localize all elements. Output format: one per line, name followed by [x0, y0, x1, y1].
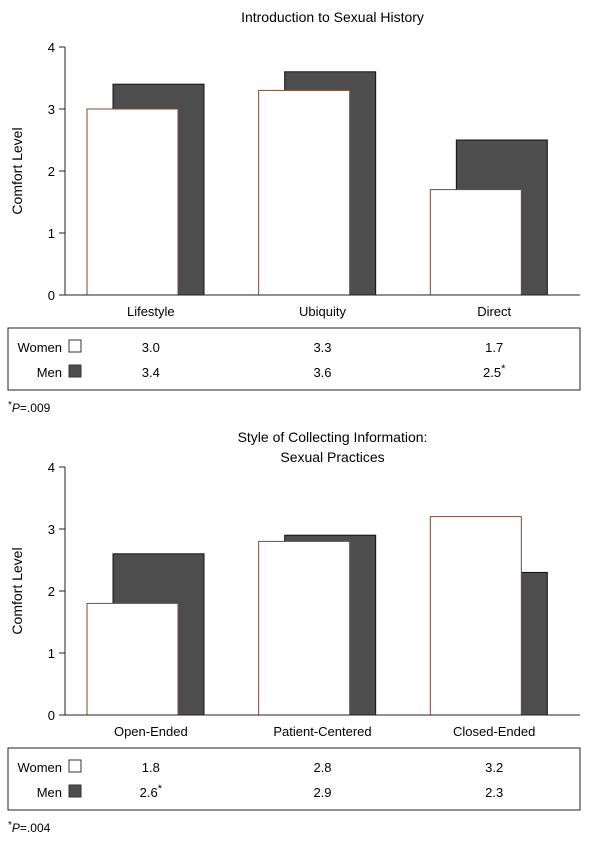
- x-category-label: Direct: [477, 304, 511, 319]
- table-value: 3.0: [142, 340, 160, 355]
- legend-label: Men: [37, 785, 62, 800]
- x-category-label: Ubiquity: [299, 304, 346, 319]
- bar-women: [86, 108, 179, 296]
- y-tick-label: 1: [48, 646, 55, 661]
- chart-title: Introduction to Sexual History: [241, 9, 424, 25]
- legend-swatch: [68, 784, 82, 798]
- legend-label: Women: [17, 340, 62, 355]
- y-tick-label: 4: [48, 40, 55, 55]
- chart-title: Style of Collecting Information:: [238, 429, 428, 445]
- table-value: 1.7: [485, 340, 503, 355]
- y-axis-label: Comfort Level: [9, 127, 25, 214]
- legend-swatch: [68, 759, 82, 773]
- x-category-label: Patient-Centered: [273, 724, 371, 739]
- chart-subtitle: Sexual Practices: [280, 449, 384, 465]
- table-value: 3.2: [485, 760, 503, 775]
- footnote: *P=.004: [8, 820, 51, 835]
- y-axis-label: Comfort Level: [9, 547, 25, 634]
- table-value: 2.6*: [140, 783, 163, 800]
- table-value: 1.8: [142, 760, 160, 775]
- legend-swatch: [68, 339, 82, 353]
- x-category-label: Closed-Ended: [453, 724, 535, 739]
- table-value: 3.4: [142, 365, 160, 380]
- legend-label: Women: [17, 760, 62, 775]
- footnote: *P=.009: [8, 400, 51, 415]
- bar-women: [429, 516, 522, 716]
- y-tick-label: 1: [48, 226, 55, 241]
- y-tick-label: 0: [48, 708, 55, 723]
- y-tick-label: 2: [48, 584, 55, 599]
- table-value: 2.5*: [483, 363, 506, 380]
- table-value: 2.8: [313, 760, 331, 775]
- y-tick-label: 0: [48, 288, 55, 303]
- legend-label: Men: [37, 365, 62, 380]
- bar-women: [86, 602, 179, 716]
- x-category-label: Lifestyle: [127, 304, 175, 319]
- x-category-label: Open-Ended: [114, 724, 188, 739]
- bar-women: [258, 540, 351, 716]
- legend-swatch: [68, 364, 82, 378]
- y-tick-label: 3: [48, 522, 55, 537]
- y-tick-label: 2: [48, 164, 55, 179]
- data-table-box: [7, 327, 581, 391]
- table-value: 2.3: [485, 785, 503, 800]
- y-tick-label: 3: [48, 102, 55, 117]
- bar-women: [258, 89, 351, 296]
- table-value: 2.9: [313, 785, 331, 800]
- data-table-box: [7, 747, 581, 811]
- table-value: 3.6: [313, 365, 331, 380]
- y-tick-label: 4: [48, 460, 55, 475]
- table-value: 3.3: [313, 340, 331, 355]
- bar-women: [429, 189, 522, 296]
